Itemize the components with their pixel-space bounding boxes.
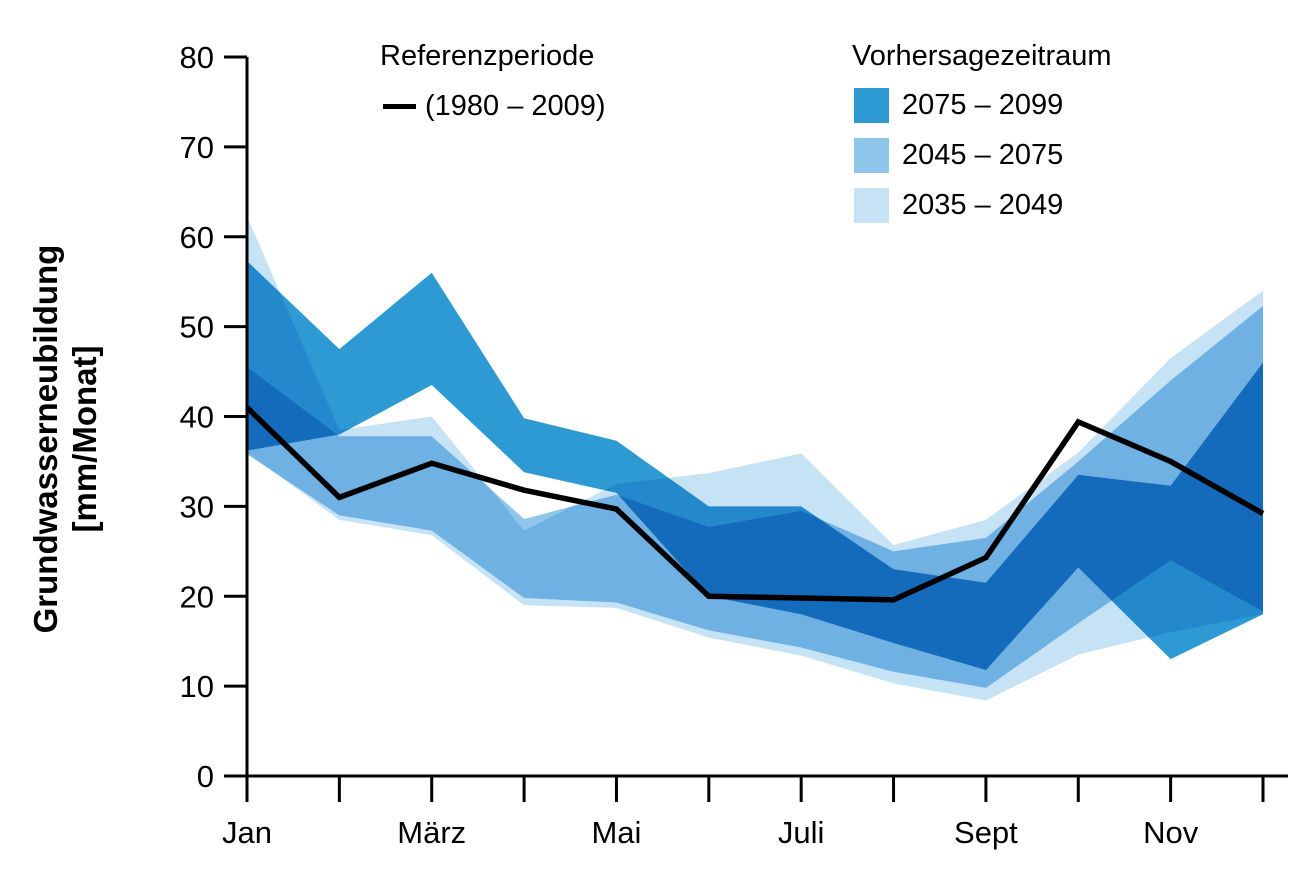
y-tick-label: 0 — [197, 759, 214, 794]
y-tick-label: 60 — [180, 220, 214, 255]
y-tick-label: 50 — [180, 310, 214, 345]
y-tick-label: 30 — [180, 489, 214, 524]
forecast-bands — [247, 216, 1263, 701]
legend-reference-label: (1980 – 2009) — [425, 90, 606, 122]
y-tick-label: 80 — [180, 40, 214, 75]
swatch-2035-2049 — [854, 188, 889, 223]
x-tick-label: Sept — [954, 815, 1018, 850]
legend-label-2075-2099: 2075 – 2099 — [902, 89, 1064, 121]
legend-label-2035-2049: 2035 – 2049 — [902, 189, 1064, 221]
x-tick-label: Jan — [222, 815, 272, 850]
legend-reference-entry: (1980 – 2009) — [383, 90, 606, 123]
band-2075–2099 — [247, 261, 1263, 670]
y-tick-label: 70 — [180, 130, 214, 165]
legend-item-2045-2075: 2045 – 2075 — [854, 138, 1063, 173]
x-tick-label: Juli — [778, 815, 825, 850]
x-tick-label: März — [397, 815, 466, 850]
reference-line-sample — [383, 104, 416, 109]
x-tick-label: Nov — [1143, 815, 1199, 850]
legend-item-2075-2099: 2075 – 2099 — [854, 88, 1063, 123]
legend-item-2035-2049: 2035 – 2049 — [854, 188, 1063, 223]
y-tick-label: 10 — [180, 669, 214, 704]
y-axis-label-line1: Grundwasserneubildung — [27, 244, 64, 634]
swatch-2045-2075 — [854, 138, 889, 173]
legend-forecast-title: Vorhersagezeitraum — [852, 40, 1112, 72]
x-tick-label: Mai — [591, 815, 641, 850]
y-axis-label: Grundwasserneubildung [mm/Monat] — [26, 199, 104, 679]
reference-line — [245, 405, 1265, 603]
y-axis-label-line2: [mm/Monat] — [66, 345, 103, 533]
legend-reference-title: Referenzperiode — [380, 40, 595, 72]
y-tick-label: 20 — [180, 579, 214, 614]
swatch-2075-2099 — [854, 88, 889, 123]
y-tick-label: 40 — [180, 400, 214, 435]
legend-label-2045-2075: 2045 – 2075 — [902, 139, 1064, 171]
